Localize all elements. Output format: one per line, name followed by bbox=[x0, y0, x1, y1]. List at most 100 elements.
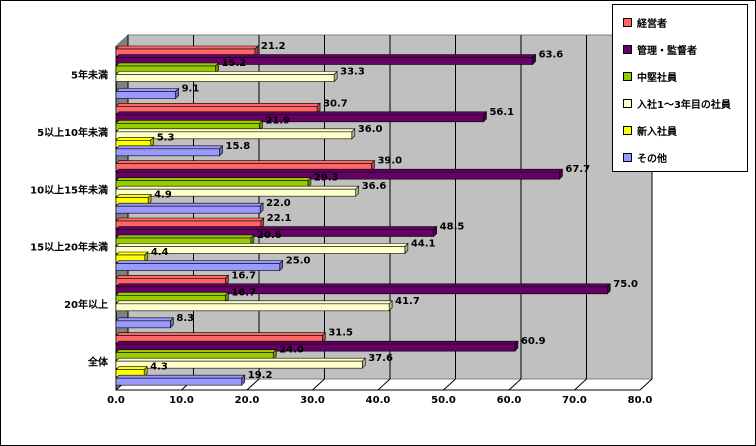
bar-top bbox=[115, 177, 312, 181]
bar-top bbox=[115, 194, 152, 198]
data-label: 39.0 bbox=[377, 156, 402, 167]
gridline-floor bbox=[508, 378, 522, 391]
bar bbox=[115, 91, 176, 99]
gridline-floor bbox=[246, 378, 260, 391]
legend-swatch bbox=[623, 152, 632, 162]
gridline-floor bbox=[377, 378, 391, 391]
data-label: 22.0 bbox=[266, 198, 291, 209]
bar bbox=[115, 188, 357, 197]
bar-top bbox=[115, 283, 611, 288]
legend-item: 管理・監督者 bbox=[623, 42, 697, 57]
legend-swatch bbox=[623, 71, 632, 81]
legend-label: 管理・監督者 bbox=[637, 45, 697, 57]
bar-top bbox=[115, 332, 327, 336]
bar bbox=[115, 312, 117, 320]
bar bbox=[115, 343, 516, 352]
bar-top bbox=[115, 88, 180, 92]
bar-top bbox=[115, 292, 230, 296]
bar bbox=[115, 82, 117, 91]
category-label: 5年未満 bbox=[71, 69, 108, 82]
legend-label: 入社1～3年目の社員 bbox=[637, 99, 731, 111]
data-label: 4.4 bbox=[151, 247, 169, 258]
bar bbox=[115, 131, 353, 140]
bar-top bbox=[115, 103, 321, 107]
data-label: 41.7 bbox=[395, 296, 420, 307]
data-label: 21.2 bbox=[261, 41, 286, 52]
x-tick-label: 20.0 bbox=[235, 395, 260, 406]
x-tick-label: 40.0 bbox=[366, 395, 391, 406]
data-label: 9.1 bbox=[182, 84, 200, 95]
bar bbox=[115, 205, 261, 214]
bar-top bbox=[115, 45, 259, 50]
data-label: 30.7 bbox=[323, 98, 348, 109]
legend-label: その他 bbox=[637, 153, 667, 165]
category-label: 20年以上 bbox=[64, 298, 108, 311]
bar-top bbox=[115, 300, 393, 305]
bar-top bbox=[115, 120, 264, 124]
x-tick-label: 70.0 bbox=[562, 395, 587, 406]
category-label: 全体 bbox=[87, 355, 109, 368]
bar-top bbox=[115, 366, 148, 370]
bar bbox=[115, 320, 171, 329]
bar bbox=[115, 263, 281, 271]
legend-item: 新入社員 bbox=[623, 123, 677, 138]
bar bbox=[115, 246, 406, 254]
legend-label: 中堅社員 bbox=[637, 72, 677, 84]
data-label: 15.8 bbox=[225, 141, 250, 152]
bar-top bbox=[115, 54, 537, 58]
bar bbox=[115, 171, 560, 180]
legend-swatch bbox=[623, 125, 632, 135]
bar-top bbox=[115, 234, 255, 239]
data-label: 75.0 bbox=[613, 279, 638, 290]
bar-top bbox=[115, 202, 264, 207]
bar-top bbox=[115, 128, 356, 133]
x-tick-label: 30.0 bbox=[300, 395, 325, 406]
data-label: 21.9 bbox=[265, 115, 290, 126]
bar-top bbox=[115, 185, 360, 190]
bar-top bbox=[115, 111, 488, 116]
data-label: 15.2 bbox=[222, 58, 247, 69]
data-label: 67.7 bbox=[565, 164, 590, 175]
legend-item: 中堅社員 bbox=[623, 69, 677, 84]
data-label: 44.1 bbox=[411, 239, 436, 250]
bar bbox=[115, 114, 484, 123]
data-label: 5.3 bbox=[157, 132, 175, 143]
legend-item: 入社1～3年目の社員 bbox=[623, 96, 731, 111]
x-tick-label: 0.0 bbox=[107, 395, 125, 406]
data-label: 4.3 bbox=[150, 362, 168, 373]
bar-top bbox=[115, 260, 284, 264]
bar-top bbox=[115, 251, 149, 256]
data-label: 36.6 bbox=[362, 181, 387, 192]
x-tick-label: 60.0 bbox=[497, 395, 522, 406]
data-label: 60.9 bbox=[521, 336, 546, 347]
data-label: 16.7 bbox=[231, 287, 256, 298]
legend-item: 経営者 bbox=[623, 15, 667, 30]
data-label: 24.0 bbox=[279, 345, 304, 356]
bar bbox=[115, 57, 533, 65]
bar-top bbox=[115, 62, 220, 67]
bar-top bbox=[115, 217, 265, 222]
data-label: 56.1 bbox=[489, 107, 514, 118]
x-tick-label: 80.0 bbox=[628, 395, 653, 406]
data-label: 25.0 bbox=[286, 256, 311, 267]
data-label: 19.2 bbox=[248, 370, 273, 381]
data-label: 16.7 bbox=[231, 270, 256, 281]
data-label: 63.6 bbox=[539, 50, 564, 61]
bar bbox=[115, 303, 390, 312]
bar-top bbox=[115, 275, 230, 279]
data-label: 20.6 bbox=[257, 230, 282, 241]
bar-top bbox=[115, 160, 376, 164]
bar-top bbox=[115, 374, 246, 379]
data-label: 48.5 bbox=[440, 222, 465, 233]
bar bbox=[115, 377, 243, 386]
data-label: 29.3 bbox=[314, 173, 339, 184]
category-label: 15以上20年未満 bbox=[30, 241, 108, 254]
legend-label: 新入社員 bbox=[637, 126, 677, 138]
legend: 経営者管理・監督者 中堅社員入社1～3年目の社員 新入社員その他 bbox=[612, 4, 748, 172]
data-label: 31.5 bbox=[328, 328, 353, 339]
data-label: 4.9 bbox=[154, 190, 172, 201]
bar-top bbox=[115, 137, 155, 141]
data-label: 22.1 bbox=[267, 213, 292, 224]
data-label: 8.3 bbox=[176, 313, 194, 324]
